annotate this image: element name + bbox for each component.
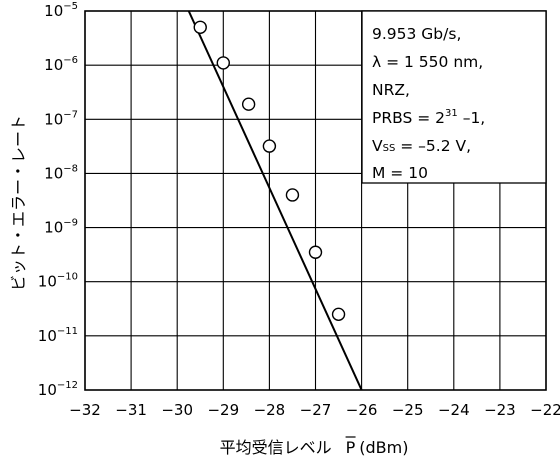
- x-tick-label: −30: [161, 401, 193, 419]
- y-tick-exponent: −5: [63, 1, 78, 12]
- data-point: [308, 245, 323, 259]
- data-point: [262, 139, 277, 153]
- data-point: [216, 56, 231, 70]
- annotation-wavelength: λ = 1 550 nm,: [372, 53, 483, 71]
- x-tick-label: −26: [346, 401, 378, 419]
- annotation-prbs: PRBS = 231 –1,: [372, 108, 485, 127]
- x-tick-label: −24: [438, 401, 470, 419]
- data-points: [193, 20, 346, 322]
- y-tick-exponent: −11: [57, 326, 78, 337]
- fit-line-group: [187, 10, 363, 391]
- y-tick-base: 10: [38, 381, 57, 399]
- legend-box-frame: [361, 10, 547, 184]
- annotation-multiplication: M = 10: [372, 164, 428, 182]
- y-tick-label: 10−6: [44, 55, 78, 74]
- x-tick-label: −31: [115, 401, 147, 419]
- x-tick-labels: −32 −31 −30 −29 −28 −27 −26 −25 −24 −23 −22: [69, 401, 560, 419]
- y-tick-label: 10−5: [44, 1, 78, 20]
- data-point: [331, 307, 346, 322]
- x-tick-label: −27: [300, 401, 332, 419]
- y-tick-exponent: −6: [63, 55, 78, 66]
- y-tick-label: 10−12: [38, 380, 78, 399]
- annotation-voltage-subscript: SS: [383, 143, 396, 154]
- y-tick-label: 10−9: [44, 218, 78, 237]
- x-tick-label: −32: [69, 401, 101, 419]
- y-tick-label: 10−10: [38, 272, 78, 291]
- plot-frame: [84, 10, 547, 391]
- annotation-coding: NRZ,: [372, 81, 410, 99]
- x-tick-label: −23: [484, 401, 516, 419]
- y-tick-base: 10: [44, 2, 63, 20]
- y-tick-exponent: −7: [63, 109, 78, 120]
- y-tick-base: 10: [38, 327, 57, 345]
- y-tick-exponent: −8: [63, 163, 78, 174]
- y-tick-base: 10: [44, 164, 63, 182]
- x-tick-label: −28: [254, 401, 286, 419]
- y-tick-exponent: −12: [57, 380, 78, 391]
- x-axis-label: 平均受信レベル P (dBm): [220, 438, 409, 457]
- y-tick-base: 10: [38, 273, 57, 291]
- y-tick-base: 10: [44, 219, 63, 237]
- x-axis-label-unit: (dBm): [359, 438, 408, 457]
- annotation-voltage-value: = –5.2 V,: [395, 137, 471, 155]
- y-tick-base: 10: [44, 56, 63, 74]
- y-tick-label: 10−8: [44, 163, 78, 182]
- x-tick-label: −25: [392, 401, 424, 419]
- data-point: [193, 20, 207, 34]
- annotation-prbs-exponent: 31: [445, 108, 458, 119]
- x-tick-label: −29: [207, 401, 239, 419]
- annotation-bitrate: 9.953 Gb/s,: [372, 25, 461, 43]
- y-tick-label: 10−7: [44, 109, 78, 128]
- legend-box: 9.953 Gb/s, λ = 1 550 nm, NRZ, PRBS = 23…: [361, 10, 547, 184]
- annotation-voltage: VSS = –5.2 V,: [372, 137, 471, 155]
- y-tick-exponent: −9: [63, 218, 78, 229]
- y-tick-label: 10−11: [38, 326, 78, 345]
- annotation-prbs-base: PRBS = 2: [372, 109, 445, 127]
- x-tick-label: −22: [530, 401, 560, 419]
- x-axis-label-symbol: P: [346, 438, 356, 457]
- annotation-prbs-tail: –1,: [458, 109, 485, 127]
- annotation-voltage-symbol: V: [372, 137, 383, 155]
- y-axis-label: ビット・エラー・レート: [9, 115, 28, 291]
- y-tick-base: 10: [44, 110, 63, 128]
- data-point: [285, 188, 300, 202]
- fit-line: [187, 10, 363, 391]
- y-tick-exponent: −10: [57, 272, 78, 283]
- x-axis-label-text: 平均受信レベル: [220, 438, 332, 457]
- data-point: [241, 97, 256, 111]
